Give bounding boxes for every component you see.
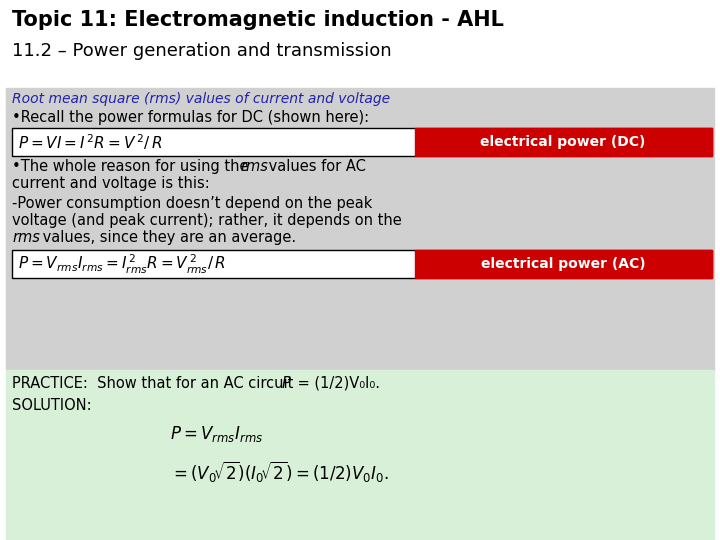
Text: current and voltage is this:: current and voltage is this: — [12, 176, 210, 191]
Bar — [6, 88, 714, 370]
Text: $\it{P = V_{rms}I_{rms}}$: $\it{P = V_{rms}I_{rms}}$ — [170, 424, 264, 444]
Bar — [12, 128, 712, 156]
Bar — [415, 250, 712, 278]
Text: rms: rms — [12, 230, 40, 245]
Text: •The whole reason for using the: •The whole reason for using the — [12, 159, 253, 174]
Text: $\it{P = VI = I\,^2R = V\,^2/\,R}$: $\it{P = VI = I\,^2R = V\,^2/\,R}$ — [18, 132, 162, 152]
Bar — [0, 0, 720, 88]
Text: Topic 11: Electromagnetic induction - AHL: Topic 11: Electromagnetic induction - AH… — [12, 10, 504, 30]
Text: PRACTICE:  Show that for an AC circuit: PRACTICE: Show that for an AC circuit — [12, 376, 298, 391]
Text: P: P — [282, 376, 291, 391]
Text: rms: rms — [240, 159, 268, 174]
Text: voltage (and peak current); rather, it depends on the: voltage (and peak current); rather, it d… — [12, 213, 402, 228]
Text: values, since they are an average.: values, since they are an average. — [38, 230, 296, 245]
Text: 11.2 – Power generation and transmission: 11.2 – Power generation and transmission — [12, 42, 392, 60]
Text: electrical power (DC): electrical power (DC) — [480, 135, 646, 149]
Text: values for AC: values for AC — [264, 159, 366, 174]
Text: -Power consumption doesn’t depend on the peak: -Power consumption doesn’t depend on the… — [12, 196, 372, 211]
Text: = (1/2)V₀I₀.: = (1/2)V₀I₀. — [293, 376, 380, 391]
Text: $\it{P = V_{rms}I_{rms} = I_{rms}^{\,2}R = V_{rms}^{\,2}/\,R}$: $\it{P = V_{rms}I_{rms} = I_{rms}^{\,2}R… — [18, 252, 226, 275]
Text: SOLUTION:: SOLUTION: — [12, 398, 91, 413]
Text: electrical power (AC): electrical power (AC) — [481, 257, 645, 271]
Bar — [6, 370, 714, 540]
Text: Root mean square (rms) values of current and voltage: Root mean square (rms) values of current… — [12, 92, 390, 106]
Bar — [415, 128, 712, 156]
Bar — [12, 250, 712, 278]
Text: $\it{= (V_0\!\sqrt{2})(I_0\!\sqrt{2}) = (1/2)V_0 I_0.}$: $\it{= (V_0\!\sqrt{2})(I_0\!\sqrt{2}) = … — [170, 459, 389, 484]
Text: •Recall the power formulas for DC (shown here):: •Recall the power formulas for DC (shown… — [12, 110, 369, 125]
